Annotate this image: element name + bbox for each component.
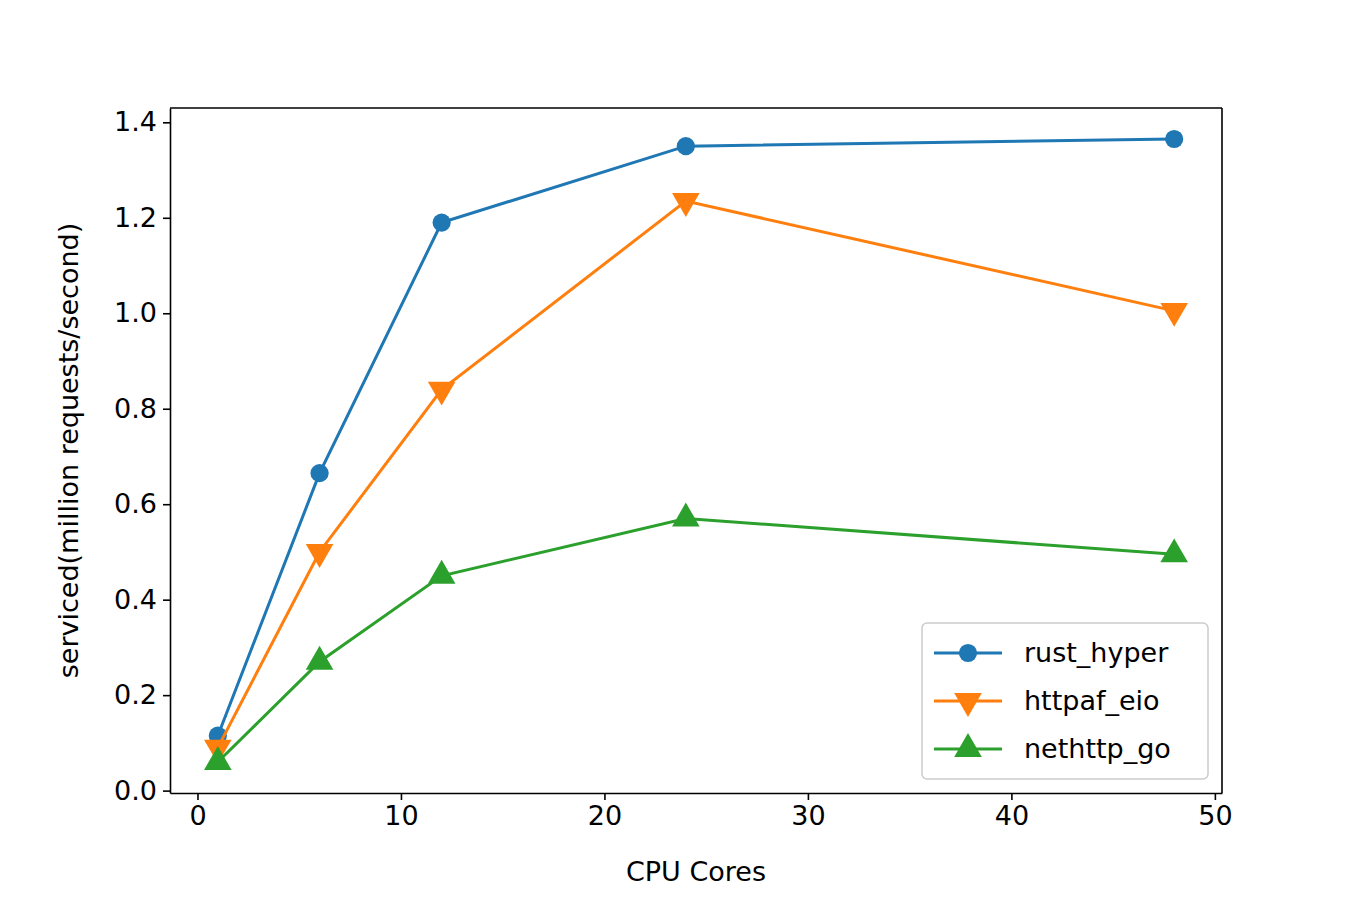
legend-marker (954, 733, 982, 757)
marker (306, 544, 334, 568)
legend-box (922, 623, 1208, 779)
tick: 0.2 (114, 679, 170, 710)
marker (672, 193, 700, 217)
tick: 30 (791, 793, 825, 831)
marker (1160, 303, 1188, 327)
tick-mark (163, 408, 170, 410)
y-axis-title: serviced(million requests/second) (53, 223, 84, 679)
tick-label: 40 (995, 800, 1029, 831)
tick-mark (163, 504, 170, 506)
tick: 0.8 (114, 393, 170, 424)
tick-mark (163, 122, 170, 124)
tick: 10 (384, 793, 418, 831)
tick-label: 1.2 (114, 202, 157, 233)
tick: 20 (588, 793, 622, 831)
tick-mark (1011, 793, 1013, 800)
chart: 0 10 20 30 40 50 0.0 0.2 0.4 0.6 0.8 1.0 1.2 1.4 rust_… (0, 0, 1360, 907)
tick-mark (163, 790, 170, 792)
frame (1221, 108, 1223, 793)
marker (306, 646, 334, 670)
legend-marker (959, 644, 977, 662)
axis-line (171, 793, 1223, 795)
tick-label: 0.2 (114, 679, 157, 710)
tick: 50 (1198, 793, 1232, 831)
tick-label: 50 (1198, 800, 1232, 831)
tick-label: 10 (384, 800, 418, 831)
frame (170, 107, 1222, 109)
tick: 40 (995, 793, 1029, 831)
tick: 0.4 (114, 584, 170, 615)
marker (433, 213, 451, 231)
tick-mark (1215, 793, 1217, 800)
series-line (218, 201, 1174, 748)
tick-label: 30 (791, 800, 825, 831)
tick-mark (808, 793, 810, 800)
tick-label: 0 (189, 800, 206, 831)
plot-area: 0 10 20 30 40 50 0.0 0.2 0.4 0.6 0.8 1.0 1.2 1.4 rust_… (114, 106, 1233, 831)
marker (672, 503, 700, 527)
tick: 1.2 (114, 202, 170, 233)
tick: 1.0 (114, 297, 170, 328)
tick-mark (163, 599, 170, 601)
tick: 1.4 (114, 106, 170, 137)
marker (310, 464, 328, 482)
tick: 0 (189, 793, 206, 831)
tick: 0.6 (114, 488, 170, 519)
legend-label: httpaf_eio (1024, 685, 1160, 716)
legend-label: nethttp_go (1024, 733, 1171, 764)
tick-label: 20 (588, 800, 622, 831)
tick-mark (401, 793, 403, 800)
marker (1165, 130, 1183, 148)
tick-mark (604, 793, 606, 800)
tick: 0.0 (114, 775, 170, 806)
tick-mark (197, 793, 199, 800)
tick-mark (163, 313, 170, 315)
series-line (218, 139, 1174, 736)
tick-label: 0.8 (114, 393, 157, 424)
tick-label: 0.6 (114, 488, 157, 519)
marker (428, 382, 456, 406)
tick-label: 0.4 (114, 584, 157, 615)
tick-label: 1.0 (114, 297, 157, 328)
tick-mark (163, 217, 170, 219)
x-axis-title: CPU Cores (626, 856, 766, 887)
tick-label: 1.4 (114, 106, 157, 137)
legend-marker (954, 693, 982, 717)
tick-mark (163, 695, 170, 697)
marker (1160, 538, 1188, 562)
y-axis: 0.0 0.2 0.4 0.6 0.8 1.0 1.2 1.4 (114, 106, 170, 805)
marker (677, 137, 695, 155)
marker (204, 746, 232, 770)
x-axis: 0 10 20 30 40 50 (171, 793, 1233, 831)
legend: rust_hyper httpaf_eio nethttp_go (922, 623, 1208, 779)
legend-label: rust_hyper (1024, 637, 1169, 668)
axis-line (170, 109, 172, 794)
marker (428, 560, 456, 584)
tick-label: 0.0 (114, 775, 157, 806)
